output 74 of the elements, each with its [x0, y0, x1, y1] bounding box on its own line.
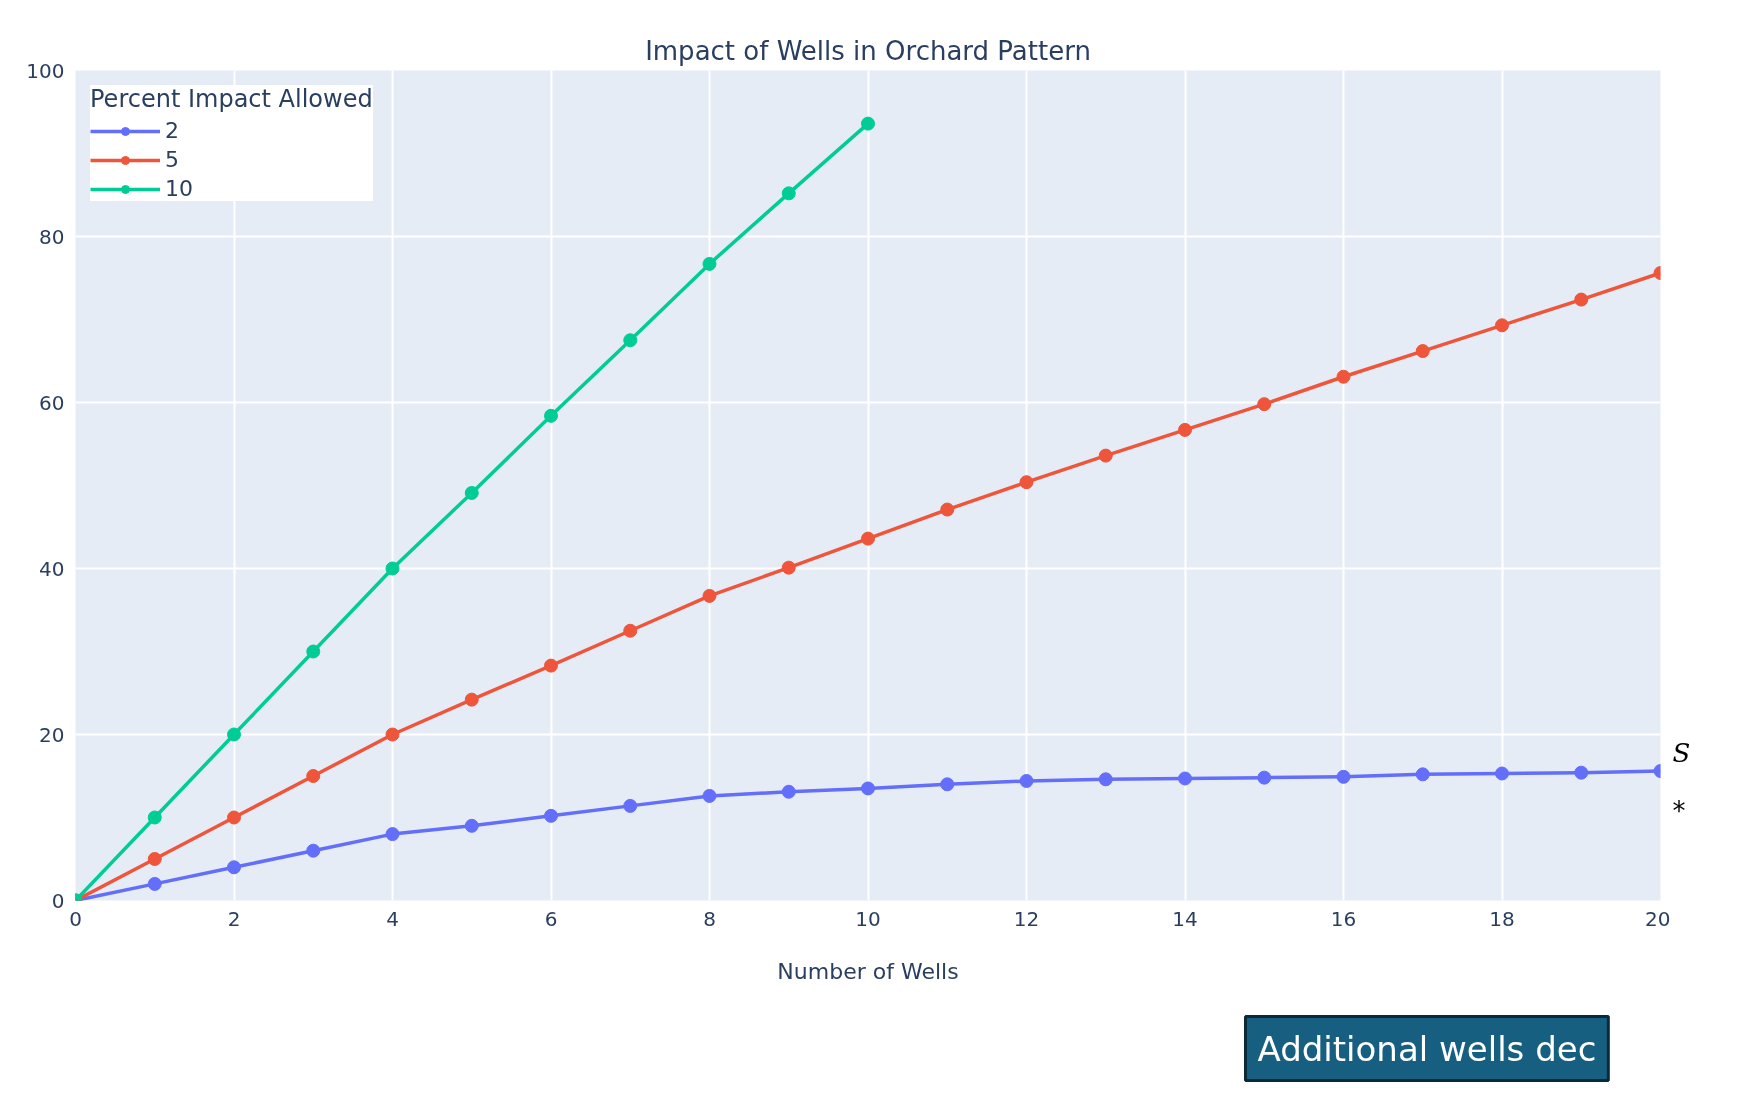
point	[1574, 292, 1589, 307]
point	[306, 769, 321, 783]
point	[544, 808, 558, 823]
point	[544, 658, 558, 673]
point	[306, 843, 321, 858]
legend-title: Percent Impact Allowed	[90, 85, 373, 113]
point	[861, 531, 875, 546]
x-tick-label: 6	[544, 906, 558, 931]
y-tick-label: 20	[39, 722, 65, 747]
point	[147, 876, 162, 891]
point	[464, 692, 479, 707]
point	[147, 852, 162, 866]
y-tick-label: 60	[39, 390, 65, 415]
point	[1495, 766, 1509, 781]
x-tick-label: 4	[386, 906, 399, 931]
point	[385, 727, 400, 742]
point	[702, 588, 717, 603]
x-tick-label: 0	[69, 906, 82, 931]
point	[385, 561, 400, 576]
y-tick-label: 80	[39, 224, 65, 249]
x-tick-label: 12	[1013, 906, 1040, 931]
point	[781, 784, 796, 799]
text: *	[1672, 795, 1686, 826]
point	[385, 827, 400, 842]
point	[781, 560, 796, 575]
point	[1178, 771, 1192, 786]
point	[861, 781, 875, 796]
x-tick-label: 10	[855, 906, 881, 931]
point	[623, 623, 638, 638]
legend-label: 2	[165, 118, 180, 143]
point	[1415, 344, 1430, 359]
point	[940, 502, 955, 517]
x-tick-label: 18	[1489, 906, 1515, 931]
x-tick-label: 16	[1330, 906, 1357, 931]
y-tick-label: 40	[39, 556, 65, 581]
point	[1257, 770, 1272, 785]
legend-label: 5	[165, 147, 180, 172]
point	[1178, 422, 1192, 437]
point	[544, 408, 558, 423]
point	[1336, 369, 1351, 384]
x-tick-label: 2	[227, 906, 241, 931]
x-tick-label: 14	[1172, 906, 1198, 931]
point	[464, 818, 479, 833]
point	[702, 788, 717, 803]
point	[1019, 475, 1034, 490]
point	[861, 116, 875, 131]
point	[1098, 448, 1113, 463]
point	[1574, 765, 1589, 780]
y-tick-label: 0	[51, 888, 65, 913]
x-axis-title: Number of Wells	[777, 958, 959, 984]
x-tick-label: 20	[1645, 906, 1671, 931]
point	[781, 186, 796, 201]
chart-title: Impact of Wells in Orchard Pattern	[645, 35, 1091, 66]
point	[1495, 318, 1509, 333]
point	[940, 777, 955, 792]
point	[306, 644, 321, 659]
point	[702, 256, 717, 271]
text: S	[1672, 737, 1691, 768]
point	[227, 860, 241, 875]
point	[227, 810, 241, 825]
point	[1415, 767, 1430, 782]
point	[464, 485, 479, 500]
point	[623, 798, 638, 813]
y-tick-label: 100	[26, 58, 65, 83]
point	[1098, 772, 1113, 787]
point	[623, 333, 638, 348]
text: Additional wells dec	[1257, 1028, 1597, 1069]
point	[1257, 397, 1272, 412]
point	[1336, 769, 1351, 784]
legend-label: 10	[165, 176, 193, 201]
point	[227, 727, 241, 742]
point	[1019, 773, 1034, 788]
point	[147, 810, 162, 825]
x-tick-label: 8	[703, 906, 716, 931]
